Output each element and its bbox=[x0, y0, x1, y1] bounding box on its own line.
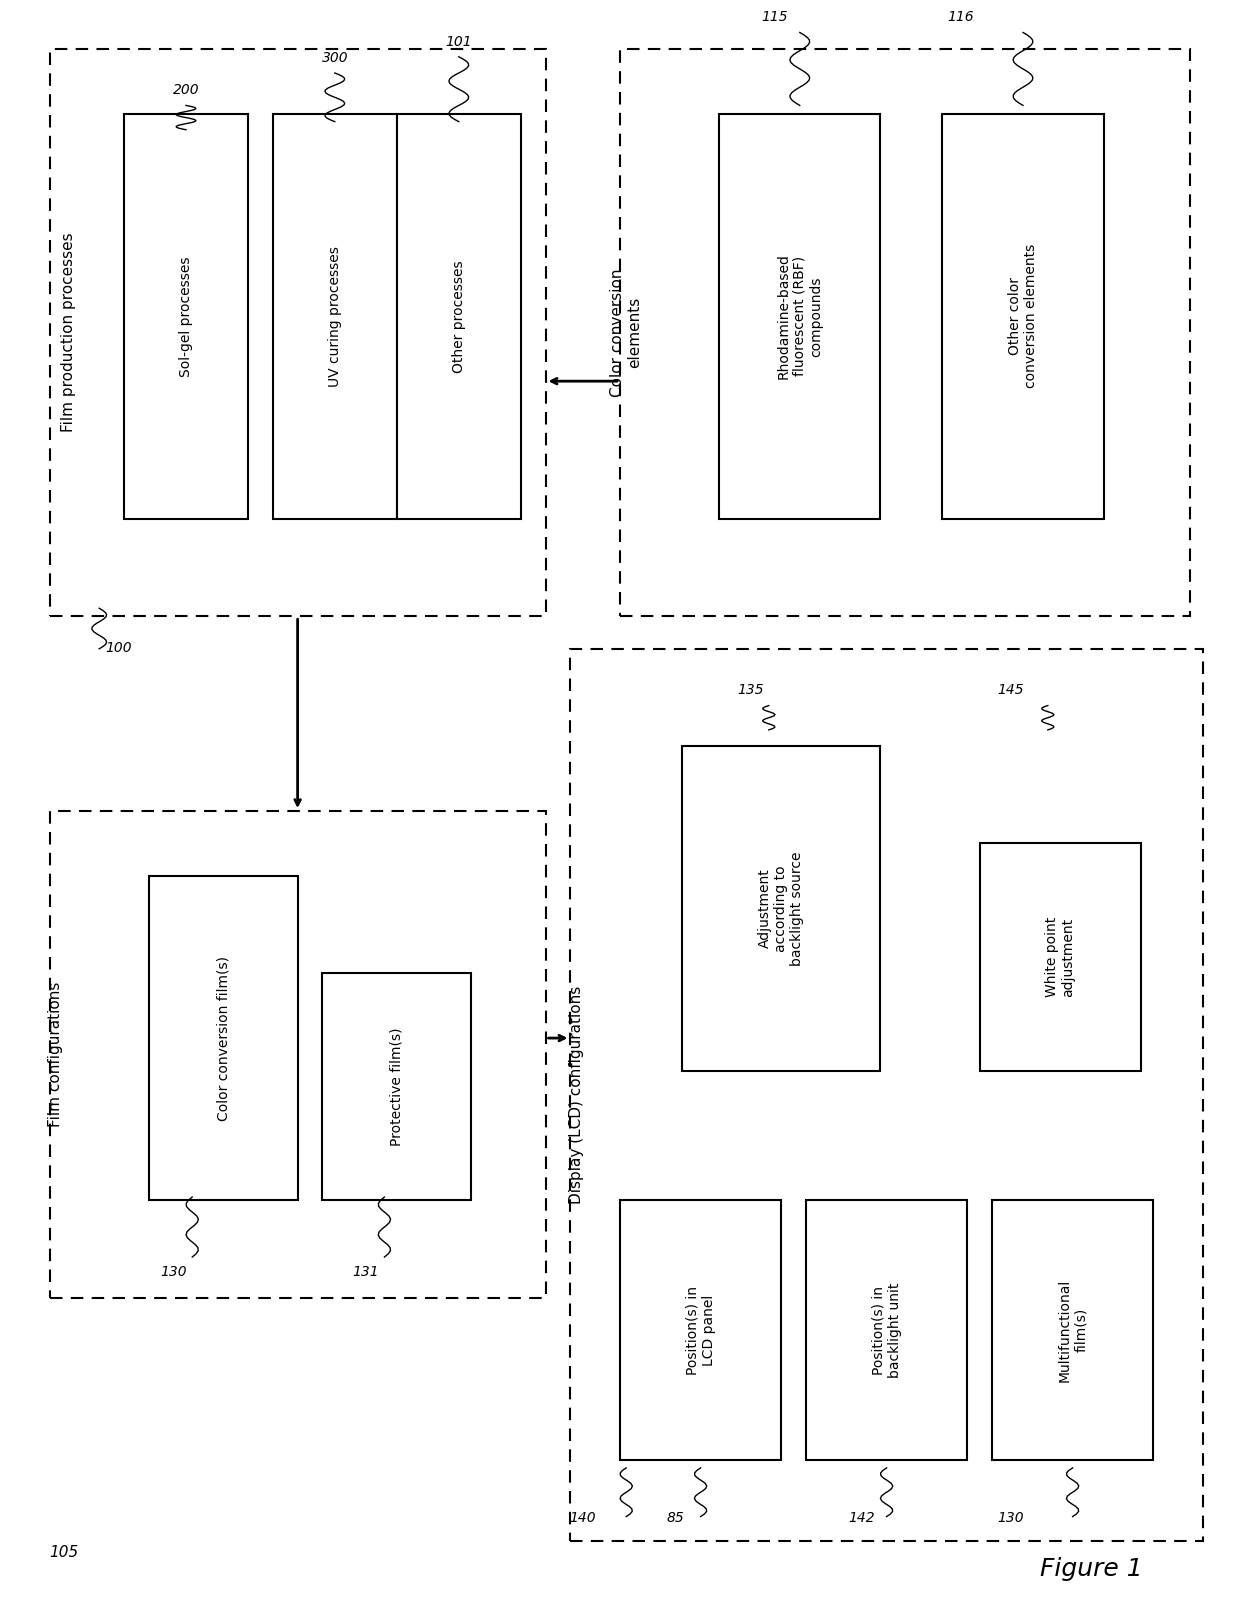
Text: Film production processes: Film production processes bbox=[61, 232, 76, 433]
Text: Other processes: Other processes bbox=[451, 260, 466, 373]
Text: Multifunctional
film(s): Multifunctional film(s) bbox=[1058, 1278, 1087, 1382]
FancyBboxPatch shape bbox=[124, 114, 248, 519]
Text: 300: 300 bbox=[321, 50, 348, 65]
Text: Position(s) in
backlight unit: Position(s) in backlight unit bbox=[872, 1283, 901, 1377]
Text: Display (LCD) configurations: Display (LCD) configurations bbox=[569, 986, 584, 1204]
Text: Figure 1: Figure 1 bbox=[1040, 1557, 1142, 1581]
FancyBboxPatch shape bbox=[273, 114, 397, 519]
Text: 131: 131 bbox=[352, 1265, 379, 1280]
FancyBboxPatch shape bbox=[620, 1200, 781, 1460]
FancyBboxPatch shape bbox=[682, 746, 880, 1071]
FancyBboxPatch shape bbox=[719, 114, 880, 519]
Text: Protective film(s): Protective film(s) bbox=[389, 1027, 404, 1147]
FancyBboxPatch shape bbox=[980, 843, 1141, 1071]
FancyBboxPatch shape bbox=[620, 49, 1190, 616]
Text: 115: 115 bbox=[761, 10, 789, 24]
Text: 135: 135 bbox=[737, 683, 764, 697]
FancyBboxPatch shape bbox=[570, 649, 1203, 1541]
Text: 101: 101 bbox=[445, 34, 472, 49]
FancyBboxPatch shape bbox=[322, 973, 471, 1200]
FancyBboxPatch shape bbox=[149, 876, 298, 1200]
FancyBboxPatch shape bbox=[397, 114, 521, 519]
FancyBboxPatch shape bbox=[942, 114, 1104, 519]
Text: 130: 130 bbox=[160, 1265, 187, 1280]
Text: 100: 100 bbox=[105, 641, 131, 655]
Text: Sol-gel processes: Sol-gel processes bbox=[179, 256, 193, 376]
Text: Other color
conversion elements: Other color conversion elements bbox=[1008, 245, 1038, 388]
Text: Rhodamine-based
fluorescent (RBF)
compounds: Rhodamine-based fluorescent (RBF) compou… bbox=[776, 253, 823, 380]
Text: Film configurations: Film configurations bbox=[48, 981, 63, 1127]
Text: 105: 105 bbox=[50, 1546, 79, 1560]
FancyBboxPatch shape bbox=[50, 811, 546, 1298]
Text: White point
adjustment: White point adjustment bbox=[1045, 916, 1075, 998]
Text: 140: 140 bbox=[569, 1510, 596, 1525]
FancyBboxPatch shape bbox=[992, 1200, 1153, 1460]
Text: 130: 130 bbox=[997, 1510, 1024, 1525]
Text: 142: 142 bbox=[848, 1510, 875, 1525]
Text: 85: 85 bbox=[667, 1510, 684, 1525]
Text: 116: 116 bbox=[947, 10, 975, 24]
Text: Color conversion
elements: Color conversion elements bbox=[610, 268, 642, 397]
FancyBboxPatch shape bbox=[50, 49, 546, 616]
Text: 145: 145 bbox=[997, 683, 1024, 697]
FancyBboxPatch shape bbox=[806, 1200, 967, 1460]
Text: Adjustment
according to
backlight source: Adjustment according to backlight source bbox=[758, 852, 805, 965]
Text: 200: 200 bbox=[172, 83, 200, 97]
Text: Color conversion film(s): Color conversion film(s) bbox=[216, 955, 231, 1121]
Text: Position(s) in
LCD panel: Position(s) in LCD panel bbox=[686, 1286, 715, 1374]
Text: UV curing processes: UV curing processes bbox=[327, 247, 342, 386]
